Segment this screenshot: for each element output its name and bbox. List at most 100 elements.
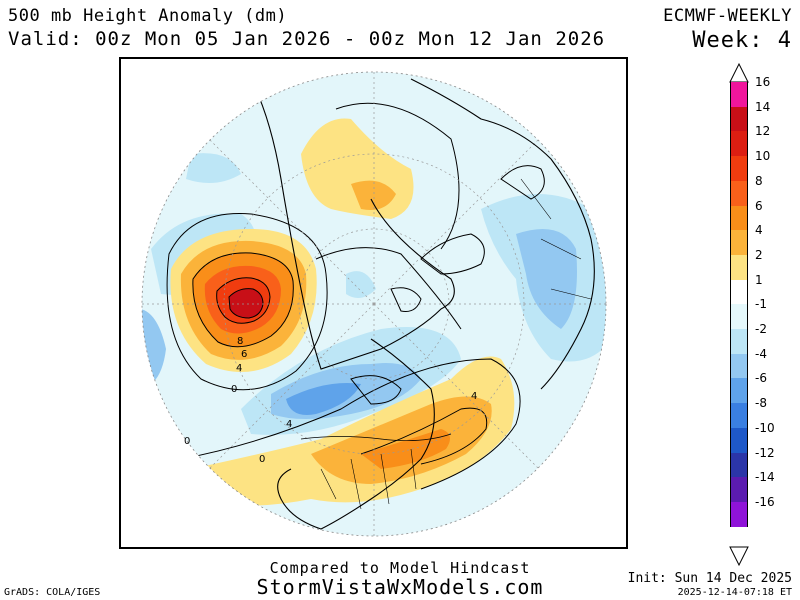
coastline [500, 165, 545, 200]
coastline [250, 78, 455, 370]
comparison-note: Compared to Model Hindcast [269, 559, 531, 577]
coastline [420, 233, 485, 275]
legend-swatch [730, 501, 748, 528]
legend-item: -1 [725, 297, 795, 330]
legend-swatch [730, 156, 748, 182]
contour-label: 4 [471, 391, 477, 402]
legend-swatch [730, 403, 748, 429]
legend-swatch [730, 131, 748, 157]
border-line [520, 178, 592, 300]
legend-swatch [730, 329, 748, 355]
coastline [350, 375, 402, 405]
contour-label: 0 [259, 454, 265, 465]
legend-swatch [730, 180, 748, 206]
legend-item: -16 [725, 495, 795, 528]
anomaly-region [186, 153, 241, 183]
legend-arrows [729, 62, 749, 567]
border-line [320, 448, 417, 510]
contour-line [335, 102, 460, 250]
legend-item: -12 [725, 446, 795, 478]
coastline [277, 338, 435, 530]
color-legend: 16 14 12 10 8 6 4 2 1 -1 -2 -4 -6 -8 -10 -12 -14 -16 [725, 62, 795, 570]
legend-item: 4 [725, 223, 795, 256]
legend-item: 6 [725, 199, 795, 231]
legend-swatch [730, 230, 748, 256]
legend-label: -1 [755, 297, 767, 312]
valid-period: Valid: 00z Mon 05 Jan 2026 - 00z Mon 12 … [8, 28, 606, 50]
legend-swatch [730, 205, 748, 231]
legend-label: -10 [755, 420, 775, 435]
anomaly-map: 8 6 4 0 4 0 0 4 [119, 57, 628, 549]
legend-item: 14 [725, 100, 795, 132]
legend-swatch [730, 279, 748, 305]
anomaly-region [142, 308, 166, 389]
longitude-line [209, 303, 375, 469]
contour-label: 8 [237, 336, 243, 347]
legend-swatch [730, 304, 748, 330]
legend-swatch [730, 254, 748, 281]
legend-label: 10 [755, 149, 771, 164]
legend-swatch [730, 82, 748, 108]
anomaly-region [229, 288, 263, 318]
legend-item: -8 [725, 396, 795, 429]
contour-label: 0 [231, 384, 237, 395]
legend-item: 2 [725, 248, 795, 281]
legend-item: 1 [725, 273, 795, 305]
longitude-line [373, 303, 539, 469]
legend-label: -16 [755, 494, 775, 509]
legend-item: -4 [725, 347, 795, 379]
legend-label: 12 [755, 124, 771, 139]
legend-bottom-arrow [729, 546, 749, 567]
legend-label: 6 [755, 198, 763, 213]
anomaly-region [351, 180, 396, 210]
contour-label: 0 [184, 436, 190, 447]
init-time: Init: Sun 14 Dec 2025 [627, 571, 792, 586]
longitude-line [209, 139, 375, 305]
longitude-line [373, 139, 539, 305]
legend-label: -14 [755, 470, 775, 485]
forecast-week: Week: 4 [692, 28, 792, 53]
legend-label: -12 [755, 445, 775, 460]
contour-line [192, 252, 294, 348]
legend-item: 8 [725, 174, 795, 206]
anomaly-region [516, 229, 577, 329]
legend-label: 4 [755, 223, 763, 238]
contour-line [166, 213, 328, 391]
legend-label: 14 [755, 99, 771, 114]
anomaly-region [286, 383, 361, 415]
contour-label: 6 [241, 349, 247, 360]
legend-swatch [730, 452, 748, 478]
map-boundary [141, 71, 607, 537]
model-name: ECMWF-WEEKLY [663, 6, 792, 26]
legend-top-arrow [729, 62, 749, 83]
legend-swatch [730, 477, 748, 503]
legend-label: 1 [755, 272, 763, 287]
legend-label: -8 [755, 396, 767, 411]
contour-line [360, 407, 488, 465]
legend-item: 10 [725, 149, 795, 182]
legend-item: 16 [725, 75, 795, 108]
contour-label: 4 [236, 363, 242, 374]
legend-item: -14 [725, 470, 795, 503]
legend-swatch [730, 427, 748, 453]
legend-label: -4 [755, 346, 767, 361]
border-line [300, 433, 452, 442]
generated-timestamp: 2025-12-14-07:18 ET [677, 587, 792, 598]
site-name: StormVistaWxModels.com [256, 575, 544, 599]
legend-label: 16 [755, 75, 771, 89]
coastline [390, 287, 422, 312]
legend-swatch [730, 353, 748, 379]
legend-label: -2 [755, 322, 767, 336]
anomaly-region [346, 271, 376, 298]
legend-swatch [730, 106, 748, 132]
contour-line [216, 277, 271, 324]
software-credit: GrADS: COLA/IGES [4, 587, 101, 598]
contour-line [180, 358, 521, 490]
legend-label: -6 [755, 371, 767, 386]
anomaly-map-svg: 8 6 4 0 4 0 0 4 [141, 71, 607, 537]
contour-label: 4 [286, 419, 292, 430]
legend-item: -2 [725, 322, 795, 355]
map-title: 500 mb Height Anomaly (dm) [8, 6, 288, 26]
legend-item: 12 [725, 124, 795, 157]
legend-label: 2 [755, 247, 763, 262]
